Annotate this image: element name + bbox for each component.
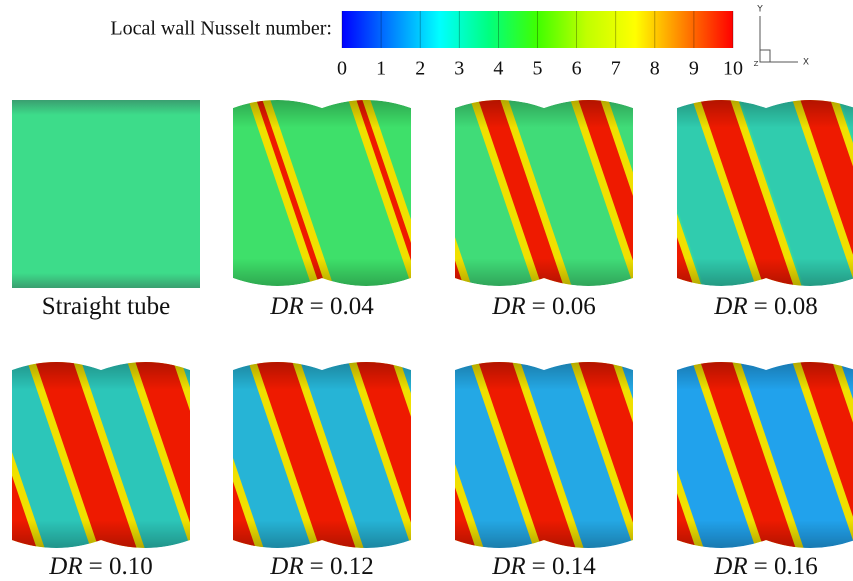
panel-label: Straight tube: [42, 293, 170, 320]
triad-box: [760, 50, 770, 62]
panel-label-value: = 0.08: [754, 293, 818, 320]
axes-triad: Y X Z: [754, 5, 809, 69]
panel-label: DR = 0.08: [713, 293, 817, 320]
colorbar-tick-label: 2: [415, 58, 425, 80]
colorbar-tick-label: 4: [493, 58, 503, 80]
tube-shading: [233, 362, 411, 548]
tube-shading: [233, 100, 411, 286]
figure: Local wall Nusselt number: Y X Z 0 1 2 3 4 5 6…: [0, 0, 853, 581]
straight-tube: [12, 100, 200, 288]
triad-z-label: Z: [754, 60, 759, 68]
panel-label: DR = 0.12: [269, 553, 373, 580]
panel-label-symbol: DR: [491, 553, 525, 580]
panel-label-symbol: DR: [713, 293, 747, 320]
panel-label-symbol: DR: [491, 293, 525, 320]
panel-label-symbol: DR: [48, 553, 82, 580]
panel-label-symbol: DR: [269, 553, 303, 580]
colorbar-tick-label: 9: [689, 58, 699, 80]
panel-label: DR = 0.06: [491, 293, 595, 320]
tube-shading: [455, 100, 633, 286]
triad-y-label: Y: [756, 5, 763, 15]
colorbar-tick-label: 8: [650, 58, 660, 80]
tube-panel: [12, 100, 200, 288]
colorbar-label: Local wall Nusselt number:: [110, 18, 332, 40]
panel-label-symbol: DR: [713, 553, 747, 580]
colorbar-tick-label: 3: [454, 58, 464, 80]
colorbar-tick-label: 10: [723, 58, 743, 80]
panel-label: DR = 0.10: [48, 553, 152, 580]
panel-label-value: = 0.12: [310, 553, 374, 580]
colorbar-tick-label: 0: [337, 58, 347, 80]
tube-shading: [12, 362, 190, 548]
tube-shading: [677, 100, 853, 286]
panel-label-value: = 0.10: [89, 553, 153, 580]
tube-shading: [455, 362, 633, 548]
panel-label-value: = 0.16: [754, 553, 818, 580]
panel-label-value: = 0.04: [310, 293, 375, 320]
panel-label: DR = 0.16: [713, 553, 817, 580]
colorbar-tick-label: 7: [611, 58, 621, 80]
panel-label-value: = 0.14: [532, 553, 597, 580]
panel-label: DR = 0.14: [491, 553, 596, 580]
panel-label-symbol: DR: [269, 293, 303, 320]
tube-shading: [677, 362, 853, 548]
panel-label: DR = 0.04: [269, 293, 374, 320]
colorbar-tick-label: 6: [572, 58, 582, 80]
triad-x-label: X: [803, 58, 809, 68]
panel-label-value: = 0.06: [532, 293, 596, 320]
panel-label-text: Straight tube: [42, 293, 170, 320]
colorbar-tick-label: 5: [533, 58, 543, 80]
colorbar-tick-label: 1: [376, 58, 386, 80]
